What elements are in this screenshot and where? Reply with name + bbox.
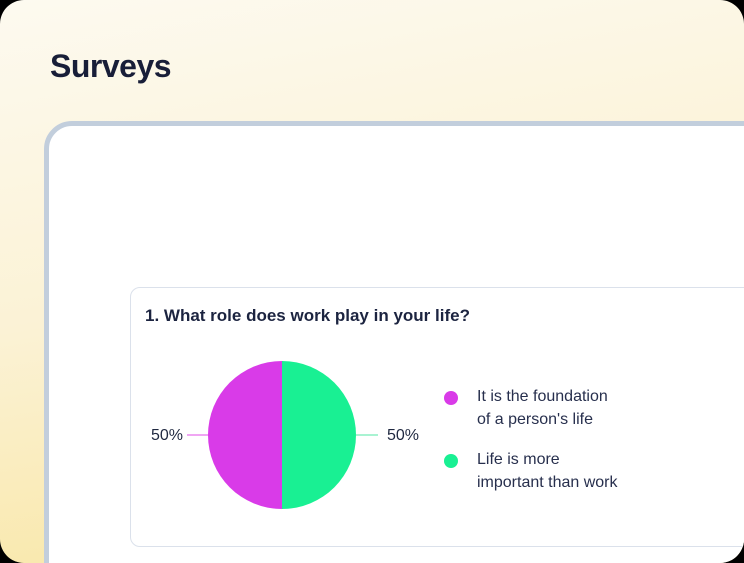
question-card-1: 1. What role does work play in your life…: [130, 287, 744, 547]
pie-legend: It is the foundation of a person's life L…: [444, 385, 618, 511]
pie-slice-label-left: 50%: [150, 427, 183, 444]
pie-callout-line-right: [356, 434, 378, 436]
legend-item-foundation: It is the foundation of a person's life: [444, 385, 618, 431]
pie-callout-line-left: [187, 434, 209, 436]
legend-label-life: Life is more important than work: [477, 451, 618, 491]
pie-slice-label-right: 50%: [387, 427, 420, 444]
legend-item-life: Life is more important than work: [444, 448, 618, 494]
legend-dot-magenta-icon: [444, 391, 458, 405]
pie-chart: [208, 361, 356, 509]
page-title: Surveys: [50, 48, 172, 84]
question-1-title: 1. What role does work play in your life…: [145, 306, 470, 325]
legend-dot-green-icon: [444, 454, 458, 468]
legend-label-foundation: It is the foundation of a person's life: [477, 388, 608, 428]
results-panel: 1. What role does work play in your life…: [44, 121, 744, 563]
